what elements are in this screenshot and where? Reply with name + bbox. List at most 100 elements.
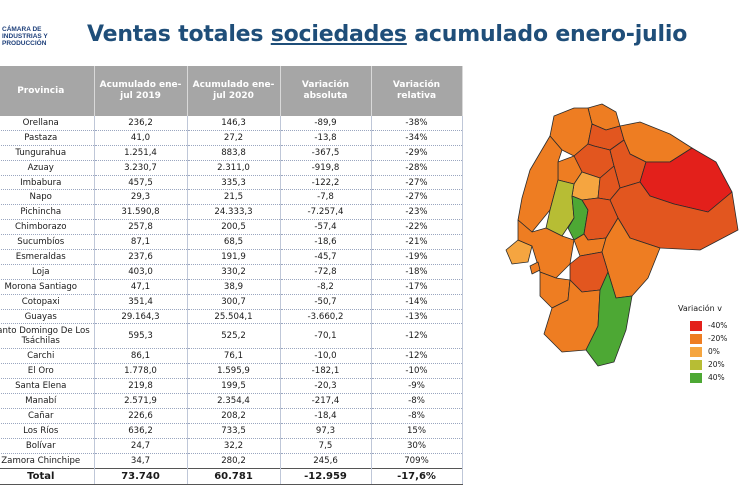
value-cell: 25.504,1 — [187, 309, 281, 325]
column-header-2: Acumulado ene-jul 2019 — [94, 66, 188, 116]
province-cell: Santa Elena — [0, 378, 95, 395]
value-cell: 24,7 — [94, 438, 188, 454]
legend-swatch — [690, 320, 702, 331]
value-cell: 709% — [371, 453, 463, 469]
map-region-santa-elena — [505, 239, 533, 265]
value-cell: -217,4 — [280, 393, 372, 410]
value-cell: 300,7 — [187, 294, 281, 310]
logo-line-1: CÁMARA DE — [2, 26, 42, 33]
value-cell: -12% — [371, 348, 463, 365]
value-cell: -57,4 — [280, 219, 372, 236]
value-cell: 38,9 — [187, 279, 281, 295]
value-cell: 636,2 — [94, 423, 188, 439]
value-cell: 219,8 — [94, 378, 188, 395]
sales-table: Provincia Acumulado ene-jul 2019 Acumulado… — [0, 66, 463, 485]
value-cell: -8% — [371, 393, 463, 410]
value-cell: 32,2 — [187, 438, 281, 454]
legend-label: 20% — [708, 360, 725, 369]
province-cell: Napo — [0, 189, 95, 206]
value-cell: 34,7 — [94, 453, 188, 469]
value-cell: -27% — [371, 189, 463, 206]
province-cell: El Oro — [0, 363, 95, 380]
table-row: Cañar 226,6 208,2 -18,4 -8% — [0, 408, 463, 424]
legend-swatch — [690, 372, 702, 383]
province-cell: Chimborazo — [0, 219, 95, 236]
value-cell: -9% — [371, 378, 463, 395]
value-cell: 1.251,4 — [94, 145, 188, 161]
value-cell: 29,3 — [94, 189, 188, 206]
value-cell: 257,8 — [94, 219, 188, 236]
value-cell: 7,5 — [280, 438, 372, 454]
province-cell: Cañar — [0, 408, 95, 424]
province-cell: Sucumbíos — [0, 234, 95, 251]
value-cell: -182,1 — [280, 363, 372, 380]
province-cell: Santo Domingo De Los Tsáchilas — [0, 323, 95, 350]
legend-item: 40% — [678, 371, 741, 384]
value-cell: -13% — [371, 309, 463, 325]
value-cell: 403,0 — [94, 264, 188, 280]
value-cell: -10,0 — [280, 348, 372, 365]
legend-swatch — [690, 359, 702, 370]
table-row: Chimborazo 257,8 200,5 -57,4 -22% — [0, 219, 463, 236]
value-cell: 24.333,3 — [187, 204, 281, 221]
map-legend: Variación v -40% -20% 0% 20% 40% — [678, 304, 741, 384]
value-cell: -13,8 — [280, 130, 372, 146]
value-cell: -7.257,4 — [280, 204, 372, 221]
value-cell: 31.590,8 — [94, 204, 188, 221]
value-cell: -72,8 — [280, 264, 372, 280]
province-cell: Loja — [0, 264, 95, 280]
province-cell: Carchi — [0, 348, 95, 365]
value-cell: 146,3 — [187, 116, 281, 131]
province-cell: Cotopaxi — [0, 294, 95, 310]
province-cell: Zamora Chinchipe — [0, 453, 95, 469]
value-cell: -70,1 — [280, 323, 372, 350]
value-cell: 200,5 — [187, 219, 281, 236]
value-cell: -8,2 — [280, 279, 372, 295]
table-row: Pichincha 31.590,8 24.333,3 -7.257,4 -23% — [0, 204, 463, 221]
title-part-2: sociedades — [270, 22, 407, 47]
value-cell: 2.311,0 — [187, 160, 281, 176]
column-header-3: Acumulado ene-jul 2020 — [187, 66, 281, 116]
legend-label: -40% — [708, 321, 728, 330]
legend-item: 20% — [678, 358, 741, 371]
value-cell: -38% — [371, 116, 463, 131]
total-row: Total 73.740 60.781 -12.959 -17,6% — [0, 467, 463, 485]
title-part-3: acumulado enero-julio — [406, 22, 688, 47]
value-cell: -919,8 — [280, 160, 372, 176]
value-cell: -21% — [371, 234, 463, 251]
legend-label: 0% — [708, 347, 720, 356]
value-cell: 41,0 — [94, 130, 188, 146]
value-cell: 97,3 — [280, 423, 372, 439]
value-cell: 15% — [371, 423, 463, 439]
chamber-logo: CÁMARA DE INDUSTRIAS Y PRODUCCIÓN — [2, 26, 72, 47]
table-row: Cotopaxi 351,4 300,7 -50,7 -14% — [0, 294, 463, 310]
value-cell: 29.164,3 — [94, 309, 188, 325]
value-cell: 237,6 — [94, 249, 188, 265]
value-cell: -18,4 — [280, 408, 372, 424]
value-cell: 68,5 — [187, 234, 281, 251]
legend-title: Variación v — [678, 304, 723, 313]
province-cell: Tungurahua — [0, 145, 95, 161]
value-cell: 595,3 — [94, 323, 188, 350]
value-cell: -17% — [371, 279, 463, 295]
province-cell: Los Ríos — [0, 423, 95, 439]
total-label: Total — [0, 467, 95, 485]
table-row: Carchi 86,1 76,1 -10,0 -12% — [0, 348, 463, 365]
value-cell: 208,2 — [187, 408, 281, 424]
page-title: Ventas totales sociedades acumulado ener… — [87, 22, 687, 47]
total-value: 73.740 — [94, 467, 188, 485]
value-cell: -18,6 — [280, 234, 372, 251]
logo-line-2: INDUSTRIAS Y — [2, 33, 48, 40]
value-cell: 236,2 — [94, 116, 188, 131]
value-cell: 280,2 — [187, 453, 281, 469]
table-row: Morona Santiago 47,1 38,9 -8,2 -17% — [0, 279, 463, 295]
map-region-puna-island — [529, 261, 541, 275]
value-cell: -28% — [371, 160, 463, 176]
sales-table-container: Provincia Acumulado ene-jul 2019 Acumulado… — [0, 66, 463, 485]
table-row: Santo Domingo De Los Tsáchilas 595,3 525,2… — [0, 323, 463, 350]
value-cell: -29% — [371, 145, 463, 161]
value-cell: 47,1 — [94, 279, 188, 295]
ecuador-map — [505, 103, 739, 367]
total-value: -12.959 — [280, 467, 372, 485]
province-cell: Pichincha — [0, 204, 95, 221]
